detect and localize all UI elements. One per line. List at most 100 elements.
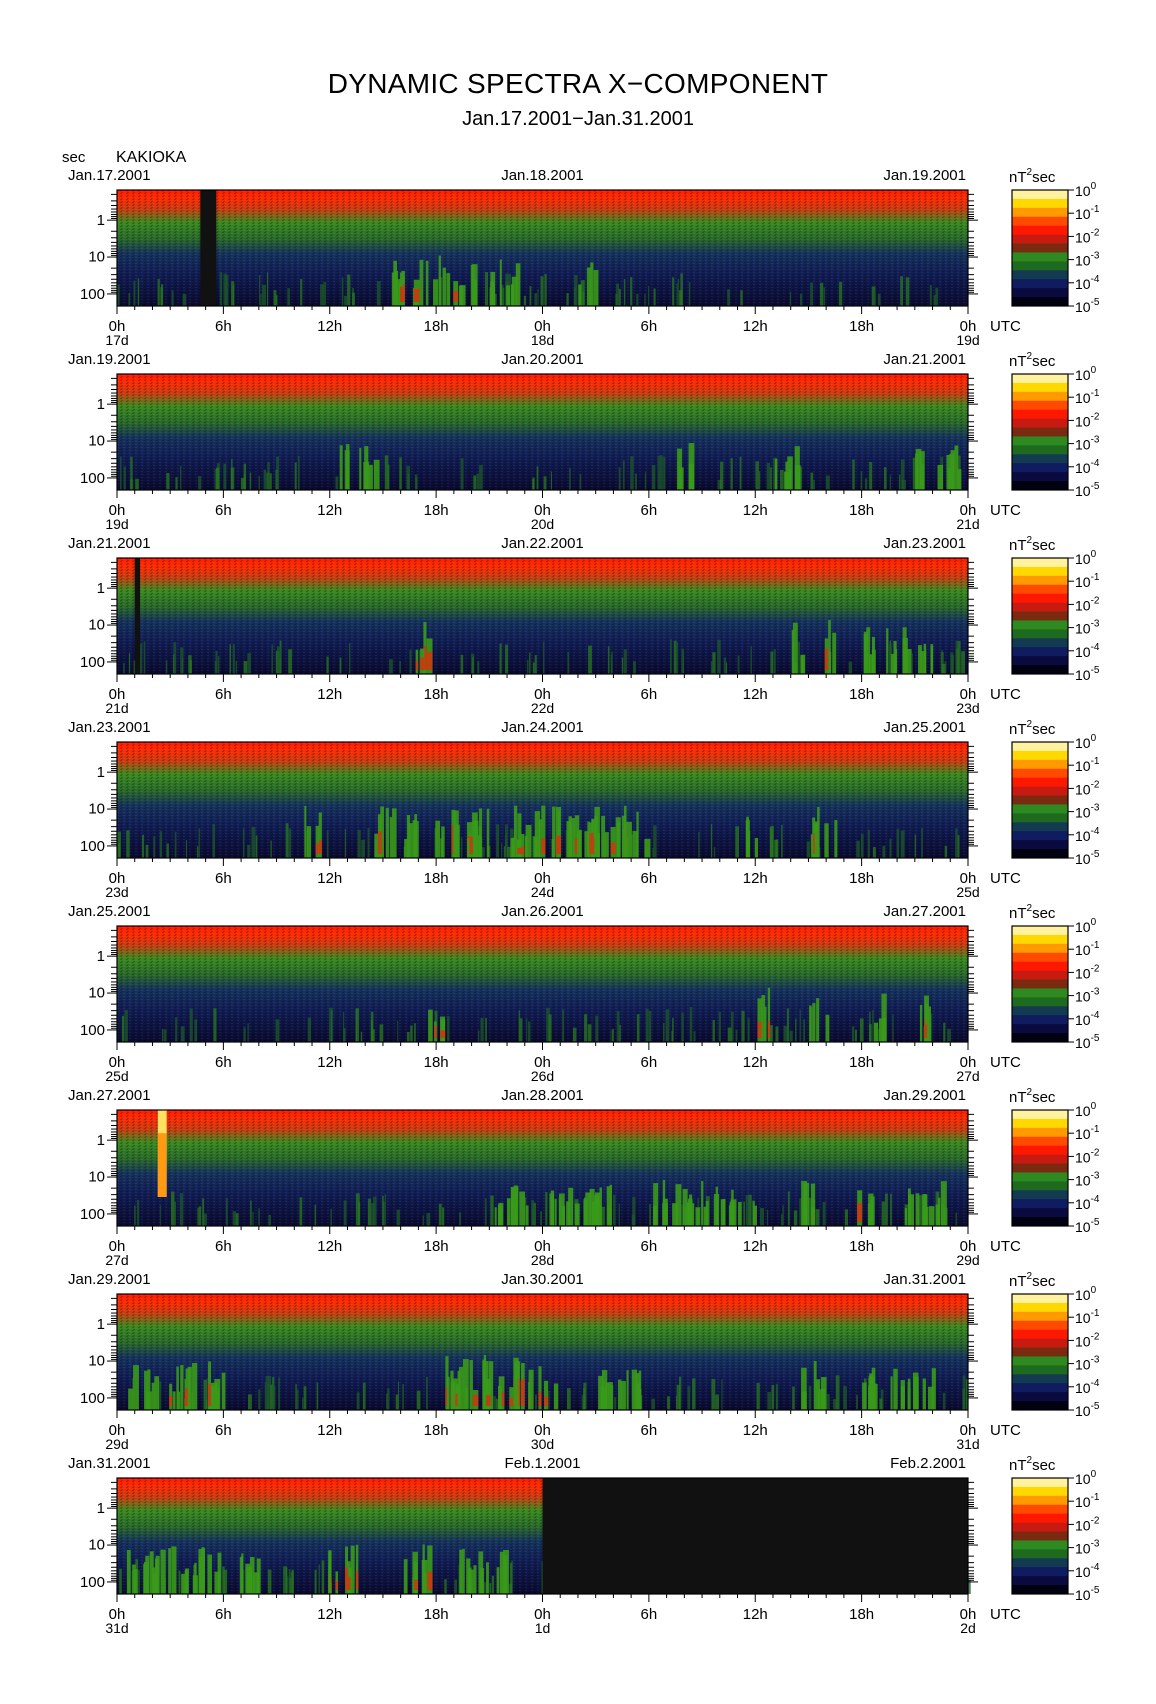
x-day-label-right: 21d — [956, 516, 979, 532]
x-tick-label: 6h — [215, 870, 232, 887]
activity-streak — [343, 1200, 347, 1226]
event-streak — [746, 816, 749, 858]
activity-streak — [941, 649, 943, 674]
panel-date-left: Jan.25.2001 — [68, 903, 151, 920]
event-streak — [459, 1549, 463, 1594]
utc-label: UTC — [990, 1606, 1021, 1623]
activity-streak — [136, 1199, 140, 1226]
colorbar-swatch — [1012, 1033, 1068, 1043]
event-streak — [198, 1549, 204, 1594]
activity-streak — [667, 1396, 670, 1410]
activity-streak — [300, 278, 303, 306]
activity-streak — [356, 1392, 360, 1410]
colorbar-tick-label: 100 — [1075, 365, 1097, 383]
x-tick-label: 0h — [534, 870, 551, 887]
activity-streak — [476, 473, 480, 490]
event-streak — [126, 1549, 131, 1594]
activity-streak — [766, 462, 771, 490]
data-gap — [134, 558, 141, 674]
activity-streak — [389, 659, 393, 674]
activity-streak — [414, 474, 418, 490]
activity-streak — [136, 1569, 141, 1594]
activity-streak — [255, 835, 258, 858]
x-tick-label: 0h — [960, 1422, 977, 1439]
x-tick-label: 6h — [641, 686, 658, 703]
y-tick-label: 1 — [97, 212, 105, 229]
x-tick-label: 0h — [109, 1606, 126, 1623]
x-day-label-right: 27d — [956, 1068, 979, 1084]
x-tick-label: 6h — [641, 1238, 658, 1255]
activity-streak — [852, 459, 855, 490]
event-streak — [480, 1568, 485, 1594]
activity-streak — [542, 641, 545, 674]
x-day-label-mid: 28d — [531, 1252, 554, 1268]
activity-event — [304, 805, 322, 858]
event-streak — [549, 1193, 555, 1226]
activity-streak — [962, 1375, 966, 1410]
event-streak — [497, 1385, 502, 1410]
activity-streak — [755, 461, 759, 490]
activity-streak — [326, 830, 329, 858]
x-day-label-left: 25d — [105, 1068, 128, 1084]
activity-streak — [276, 456, 280, 490]
event-peak — [509, 1397, 514, 1406]
event-streak — [457, 1370, 461, 1410]
event-streak — [957, 469, 962, 490]
activity-streak — [376, 281, 381, 306]
activity-streak — [663, 456, 666, 490]
colorbar-swatch — [1012, 1549, 1068, 1559]
activity-streak — [178, 1570, 181, 1594]
event-peak — [377, 831, 382, 854]
x-tick-label: 18h — [849, 1238, 874, 1255]
colorbar-swatch — [1012, 472, 1068, 482]
heatmap-texture — [117, 926, 968, 1042]
activity-streak — [243, 463, 247, 490]
event-streak — [469, 1360, 473, 1410]
colorbar-swatch — [1012, 943, 1068, 954]
activity-streak — [799, 466, 802, 490]
event-streak — [890, 1376, 893, 1410]
panel-date-left: Jan.31.2001 — [68, 1455, 151, 1472]
colorbar-swatch — [1012, 463, 1068, 473]
activity-event — [791, 622, 806, 674]
activity-streak — [396, 1209, 400, 1226]
activity-streak — [258, 1389, 261, 1410]
colorbar-swatch — [1012, 750, 1068, 761]
x-day-label-mid: 24d — [531, 884, 554, 900]
event-streak — [584, 831, 590, 858]
colorbar-swatch — [1012, 418, 1068, 429]
activity-streak — [382, 1195, 384, 1226]
activity-streak — [649, 1204, 651, 1226]
x-tick-label: 6h — [641, 1422, 658, 1439]
activity-streak — [259, 274, 261, 306]
event-peak — [453, 291, 459, 302]
activity-streak — [658, 455, 663, 490]
activity-streak — [180, 465, 182, 490]
event-streak — [625, 821, 632, 858]
colorbar-swatch — [1012, 382, 1068, 393]
event-streak — [551, 839, 555, 858]
colorbar-swatch — [1012, 1024, 1068, 1034]
event-streak — [510, 1186, 514, 1226]
activity-streak — [361, 839, 366, 858]
activity-streak — [675, 641, 679, 674]
event-peak — [335, 1580, 338, 1590]
activity-streak — [710, 823, 713, 858]
activity-streak — [494, 294, 497, 306]
event-streak — [915, 448, 922, 490]
event-streak — [590, 262, 594, 306]
x-tick-label: 6h — [215, 318, 232, 335]
colorbar-swatch — [1012, 1145, 1068, 1156]
colorbar-swatch — [1012, 391, 1068, 402]
activity-streak — [331, 1010, 333, 1042]
colorbar-unit: nT2sec — [1009, 719, 1056, 738]
activity-streak — [864, 478, 868, 490]
event-streak — [132, 1564, 136, 1594]
activity-streak — [881, 1213, 884, 1226]
activity-streak — [644, 472, 647, 490]
activity-streak — [335, 476, 339, 490]
activity-streak — [718, 1011, 721, 1042]
y-tick-label: 10 — [88, 985, 105, 1002]
